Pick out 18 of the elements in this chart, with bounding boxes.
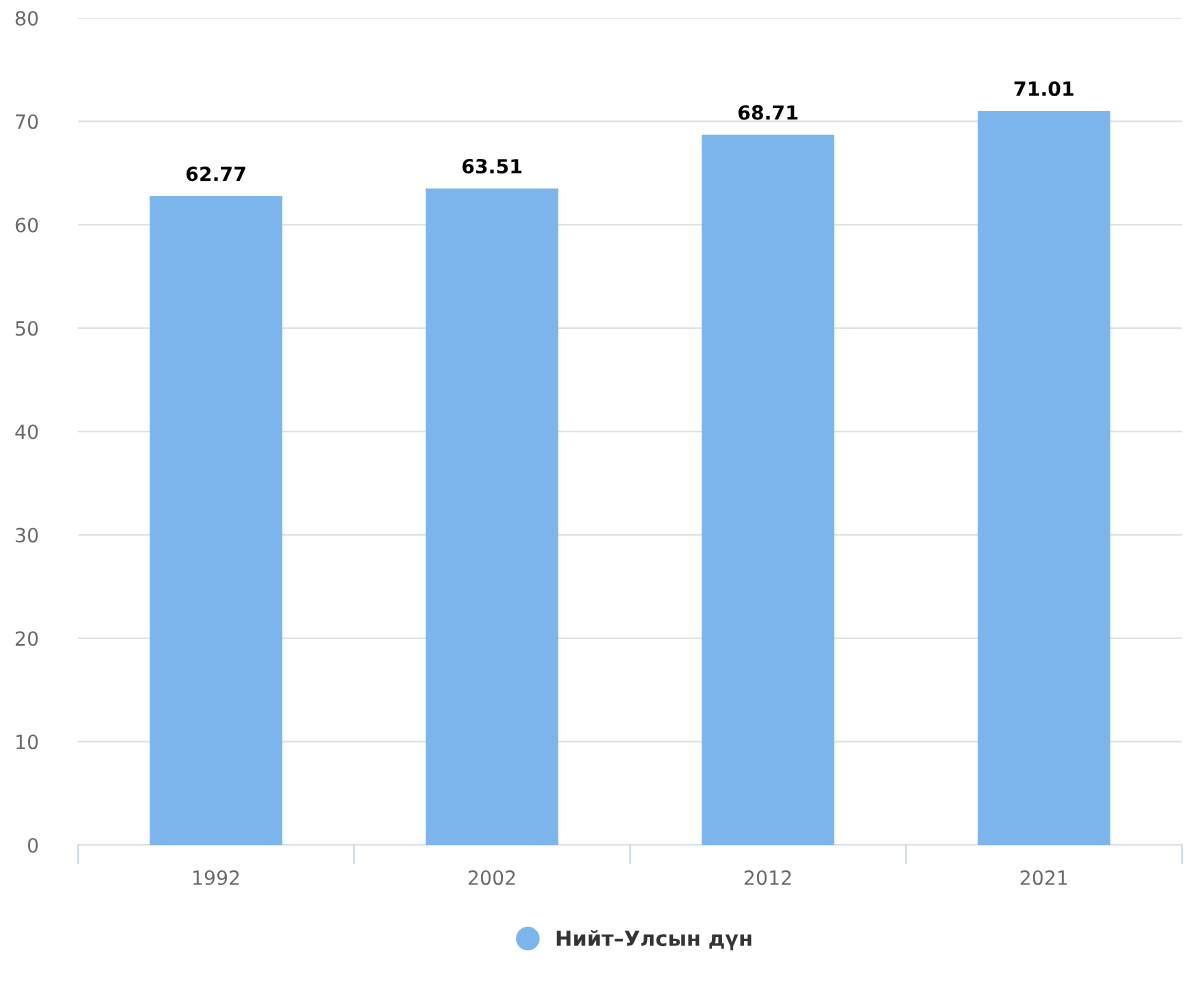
y-tick-label: 50 — [15, 321, 38, 336]
x-tick-label: 2021 — [1020, 870, 1067, 886]
data-label: 62.77 — [186, 166, 246, 182]
x-tick-label: 2012 — [744, 870, 791, 886]
y-tick-label: 80 — [15, 10, 38, 26]
x-tick-label: 2002 — [468, 870, 515, 886]
y-tick-label: 20 — [15, 631, 38, 646]
x-tick-label: 1992 — [193, 870, 239, 886]
data-label: 71.01 — [1014, 81, 1074, 97]
y-tick-label: 0 — [28, 837, 38, 853]
data-label: 68.71 — [738, 105, 798, 120]
y-tick-label: 40 — [15, 424, 38, 440]
y-tick-label: 30 — [15, 527, 38, 543]
data-label: 63.51 — [462, 158, 522, 174]
y-tick-label: 10 — [16, 734, 38, 750]
y-tick-label: 70 — [15, 114, 38, 130]
legend-label: Нийт–Улсын дүн — [556, 929, 752, 951]
y-tick-label: 60 — [15, 217, 38, 233]
